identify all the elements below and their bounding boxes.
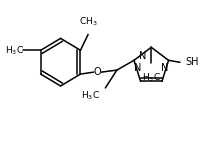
Text: H$_3$C: H$_3$C	[142, 71, 161, 84]
Text: H$_3$C: H$_3$C	[5, 44, 23, 56]
Text: CH$_3$: CH$_3$	[79, 16, 97, 28]
Text: O: O	[94, 67, 101, 77]
Text: SH: SH	[186, 57, 199, 67]
Text: H$_3$C: H$_3$C	[81, 90, 100, 102]
Text: N: N	[161, 64, 168, 73]
Text: N: N	[134, 64, 141, 73]
Text: N: N	[139, 51, 146, 61]
